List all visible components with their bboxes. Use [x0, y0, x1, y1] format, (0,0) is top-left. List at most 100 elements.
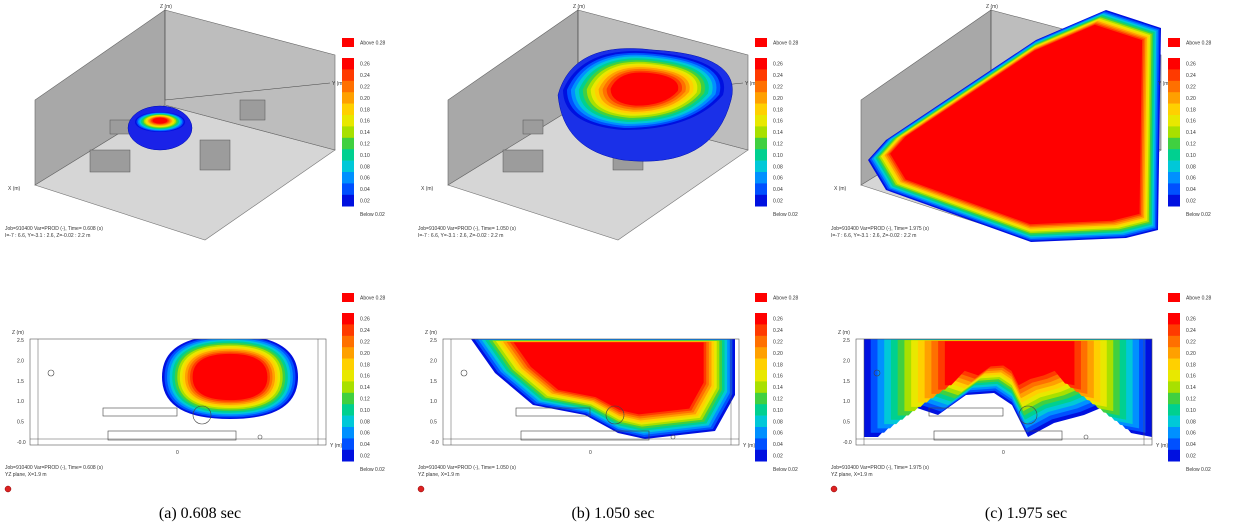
info-line: I=-7 : 6.6, Y=-3.1 : 2.6, Z=-0.02 : 2.2 …: [5, 233, 90, 239]
axis-label: Y (m): [332, 81, 344, 87]
z-tick-label: 1.0: [430, 399, 437, 405]
legend-label: 0.08: [360, 164, 370, 170]
legend-above-label: Above 0.28: [1186, 296, 1212, 302]
legend-band: [342, 347, 354, 359]
legend-band: [755, 324, 767, 337]
legend-band: [755, 126, 767, 139]
legend-band: [342, 370, 354, 382]
axis-label: X (m): [421, 186, 434, 192]
legend-band: [755, 347, 767, 359]
legend-band: [1168, 126, 1180, 139]
legend-label: 0.06: [773, 431, 783, 437]
legend-band: [342, 358, 354, 371]
z-tick-label: 1.5: [17, 379, 24, 385]
legend-label: 0.12: [773, 397, 783, 403]
info-line: Job=910400 Var=PROD (-), Time= 0.608 (s): [5, 226, 103, 232]
legend-label: 0.10: [773, 408, 783, 414]
legend-label: 0.22: [1186, 85, 1196, 91]
z-tick-label: 1.5: [430, 379, 437, 385]
z-tick-label: 1.0: [17, 399, 24, 405]
legend-label: 0.18: [360, 107, 370, 113]
axis-label: Y (m): [1156, 443, 1168, 449]
legend-label: 0.02: [360, 454, 370, 460]
legend-band: [1168, 404, 1180, 416]
legend-band: [1168, 427, 1180, 439]
legend-label: 0.24: [360, 328, 370, 334]
legend-band: [755, 415, 767, 428]
legend-band: [755, 449, 767, 462]
legend-band: [1168, 438, 1180, 451]
view-section: 2.5 2.0 1.5 1.0 0.5 -0.0 Z (m) Y (m) 0 Job=910400…: [4, 330, 342, 493]
legend-label: 0.24: [1186, 73, 1196, 79]
legend-band: [342, 313, 354, 325]
info-line: Job=910400 Var=PROD (-), Time= 1.050 (s): [418, 465, 516, 471]
legend-label: 0.08: [773, 164, 783, 170]
legend-band: [755, 160, 767, 173]
legend-band: [342, 427, 354, 439]
z-tick-label: 0.5: [17, 420, 24, 426]
y-tick-label: 0: [176, 450, 179, 456]
z-tick-label: 2.0: [17, 358, 24, 364]
caption: (c) 1.975 sec: [985, 505, 1067, 522]
legend-band: [755, 69, 767, 82]
legend-band: [342, 404, 354, 416]
pipe: [1083, 434, 1089, 440]
legend-band: [342, 172, 354, 184]
legend-band: [342, 160, 354, 173]
axis-label: Z (m): [838, 330, 850, 336]
legend-band: [342, 137, 354, 150]
legend: Above 0.28 0.26 0.24 0.22 0.20 0.18 0.16 0.14 0.…: [1168, 293, 1212, 473]
legend-label: 0.12: [360, 142, 370, 148]
legend-band: [1168, 69, 1180, 82]
contour-band: [890, 24, 1143, 225]
legend-above-swatch: [755, 38, 767, 47]
legend: Above 0.28 0.26 0.24 0.22 0.20 0.18 0.16 0.14 0.…: [342, 293, 386, 473]
room-frame: [442, 338, 740, 446]
legend-label: 0.20: [1186, 96, 1196, 102]
info-line: Job=910400 Var=PROD (-), Time= 1.975 (s): [831, 226, 929, 232]
legend-band: [1168, 313, 1180, 325]
view-3d: Z (m) Y (m) X (m) Job=910400 Var=PROD (-), …: [831, 4, 1170, 242]
legend-label: 0.04: [360, 442, 370, 448]
legend-above-swatch: [342, 293, 354, 302]
legend-label: 0.14: [773, 385, 783, 391]
legend-band: [1168, 80, 1180, 93]
legend-band: [1168, 449, 1180, 462]
legend-band: [1168, 324, 1180, 337]
info-line: Job=910400 Var=PROD (-), Time= 1.050 (s): [418, 226, 516, 232]
legend-label: 0.02: [773, 199, 783, 205]
z-tick-label: 2.5: [843, 338, 850, 344]
legend-band: [755, 194, 767, 207]
legend-label: 0.20: [360, 351, 370, 357]
legend-below-label: Below 0.02: [773, 212, 798, 218]
legend-label: 0.16: [1186, 119, 1196, 125]
pipe: [47, 369, 55, 377]
legend-band: [1168, 160, 1180, 173]
legend-label: 0.18: [773, 107, 783, 113]
z-tick-label: -0.0: [843, 440, 852, 446]
legend-band: [755, 92, 767, 104]
legend-label: 0.08: [1186, 419, 1196, 425]
legend-band: [755, 313, 767, 325]
view-3d: Z (m) Y (m) X (m) Job=910400 Var=PROD (-), …: [418, 4, 757, 241]
equipment: [522, 119, 544, 135]
equipment: [239, 99, 266, 121]
legend-band: [342, 381, 354, 394]
legend-label: 0.08: [1186, 164, 1196, 170]
legend-band: [342, 438, 354, 451]
legend-label: 0.16: [360, 374, 370, 380]
info-line: Job=910400 Var=PROD (-), Time= 0.608 (s): [5, 465, 103, 471]
obstacle: [933, 430, 1063, 441]
legend-label: 0.06: [773, 176, 783, 182]
legend: Above 0.28 0.26 0.24 0.22 0.20 0.18 0.16 0.14 0.…: [1168, 38, 1212, 218]
legend-band: [755, 137, 767, 150]
legend-label: 0.02: [1186, 454, 1196, 460]
axis-label: X (m): [8, 186, 21, 192]
info-line: I=-7 : 6.6, Y=-3.1 : 2.6, Z=-0.02 : 2.2 …: [831, 233, 916, 239]
legend-above-label: Above 0.28: [773, 296, 799, 302]
legend-band: [342, 415, 354, 428]
legend-band: [1168, 103, 1180, 116]
legend-label: 0.10: [1186, 153, 1196, 159]
legend-label: 0.14: [773, 130, 783, 136]
